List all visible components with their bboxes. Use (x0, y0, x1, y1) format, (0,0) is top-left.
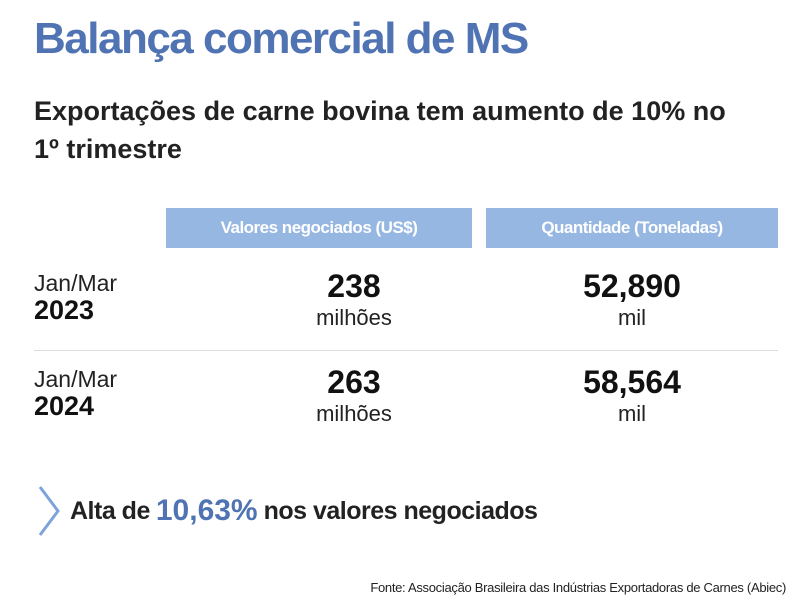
period-month: Jan/Mar (34, 366, 118, 392)
quantity-cell: 52,890 mil (486, 268, 778, 332)
table-row: Jan/Mar 2024 263 milhões 58,564 mil (34, 358, 778, 448)
highlight-prefix: Alta de (70, 496, 150, 525)
column-header-values: Valores negociados (US$) (166, 208, 472, 248)
value-number: 263 (327, 364, 381, 400)
value-number: 238 (327, 268, 381, 304)
page-title: Balança comercial de MS (34, 14, 529, 63)
chevron-right-icon (38, 486, 60, 536)
value-cell: 263 milhões (204, 364, 504, 428)
quantity-number: 58,564 (583, 364, 681, 400)
highlight-percent: 10,63% (155, 494, 258, 527)
source-note: Fonte: Associação Brasileira das Indústr… (370, 580, 786, 595)
row-period: Jan/Mar 2023 (34, 270, 117, 324)
table-row: Jan/Mar 2023 238 milhões 52,890 mil (34, 262, 778, 352)
period-year: 2024 (34, 391, 95, 421)
row-period: Jan/Mar 2024 (34, 366, 117, 420)
column-header-quantity: Quantidade (Toneladas) (486, 208, 778, 248)
value-unit: milhões (316, 401, 392, 426)
value-cell: 238 milhões (204, 268, 504, 332)
row-divider (34, 350, 778, 351)
page-subtitle: Exportações de carne bovina tem aumento … (34, 96, 726, 164)
highlight-callout: Alta de 10,63% nos valores negociados (36, 484, 538, 538)
value-unit: milhões (316, 305, 392, 330)
quantity-cell: 58,564 mil (486, 364, 778, 428)
period-month: Jan/Mar (34, 270, 118, 296)
highlight-suffix: nos valores negociados (263, 496, 538, 525)
quantity-number: 52,890 (583, 268, 681, 304)
quantity-unit: mil (617, 305, 647, 330)
quantity-unit: mil (617, 401, 647, 426)
period-year: 2023 (34, 295, 95, 325)
